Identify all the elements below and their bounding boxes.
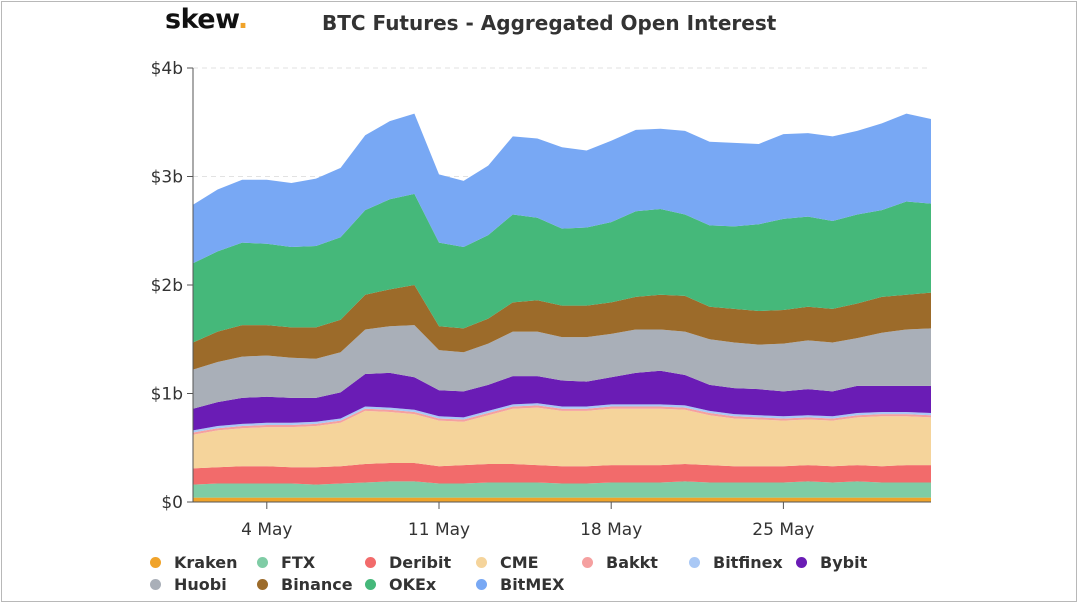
legend-item-okex[interactable]: OKEx xyxy=(365,575,436,594)
x-tick-label: 18 May xyxy=(580,520,642,540)
y-tick-label: $4b xyxy=(151,59,183,79)
legend-item-ftx[interactable]: FTX xyxy=(257,553,315,572)
y-tick-label: $1b xyxy=(151,385,183,405)
area-deribit[interactable] xyxy=(193,462,931,485)
legend-swatch xyxy=(150,557,161,568)
area-binance[interactable] xyxy=(193,285,931,370)
y-tick-label: $2b xyxy=(151,276,183,296)
x-tick-label: 25 May xyxy=(752,520,814,540)
legend-swatch xyxy=(582,557,593,568)
logo-dot: . xyxy=(237,4,248,35)
legend-swatch xyxy=(365,557,376,568)
x-tick-label: 4 May xyxy=(241,520,292,540)
legend-swatch xyxy=(365,579,376,590)
area-bybit[interactable] xyxy=(193,370,931,431)
legend-label: CME xyxy=(500,553,539,572)
x-tick-label: 11 May xyxy=(408,520,470,540)
legend-label: Binance xyxy=(281,575,353,594)
stacked-areas xyxy=(193,113,931,502)
legend-swatch xyxy=(150,579,161,590)
area-ftx[interactable] xyxy=(193,481,931,498)
legend-label: Bitfinex xyxy=(713,553,783,572)
legend-label: OKEx xyxy=(389,575,437,594)
legend-item-bakkt[interactable]: Bakkt xyxy=(582,553,658,572)
legend-label: Huobi xyxy=(174,575,227,594)
area-bitmex[interactable] xyxy=(193,113,931,264)
legend-item-binance[interactable]: Binance xyxy=(257,575,353,594)
legend-label: FTX xyxy=(281,553,316,572)
legend-item-deribit[interactable]: Deribit xyxy=(365,553,451,572)
area-cme[interactable] xyxy=(193,407,931,469)
y-axis-ticks: $0 $1b $2b $3b $4b xyxy=(151,59,193,513)
chart-title: BTC Futures - Aggregated Open Interest xyxy=(322,11,777,35)
area-bitfinex[interactable] xyxy=(193,403,931,433)
legend-item-huobi[interactable]: Huobi xyxy=(150,575,227,594)
legend-swatch xyxy=(689,557,700,568)
legend-item-bitmex[interactable]: BitMEX xyxy=(476,575,565,594)
logo-text: skew xyxy=(165,4,238,35)
legend-label: Kraken xyxy=(174,553,238,572)
legend-item-kraken[interactable]: Kraken xyxy=(150,553,238,572)
legend-swatch xyxy=(257,557,268,568)
legend-label: BitMEX xyxy=(500,575,565,594)
legend-swatch xyxy=(476,579,487,590)
y-tick-label: $3b xyxy=(151,168,183,188)
skew-logo: skew. xyxy=(165,4,248,35)
legend-label: Deribit xyxy=(389,553,452,572)
legend-item-bybit[interactable]: Bybit xyxy=(796,553,867,572)
legend-swatch xyxy=(476,557,487,568)
area-okex[interactable] xyxy=(193,193,931,343)
legend-swatch xyxy=(796,557,807,568)
legend-label: Bybit xyxy=(820,553,868,572)
y-tick-label: $0 xyxy=(161,493,183,513)
x-axis-ticks: 4 May 11 May 18 May 25 May xyxy=(241,502,814,540)
area-kraken[interactable] xyxy=(193,497,931,502)
legend-item-bitfinex[interactable]: Bitfinex xyxy=(689,553,783,572)
area-huobi[interactable] xyxy=(193,325,931,409)
legend-item-cme[interactable]: CME xyxy=(476,553,539,572)
legend-swatch xyxy=(257,579,268,590)
legend-label: Bakkt xyxy=(606,553,658,572)
area-bakkt[interactable] xyxy=(193,405,931,435)
